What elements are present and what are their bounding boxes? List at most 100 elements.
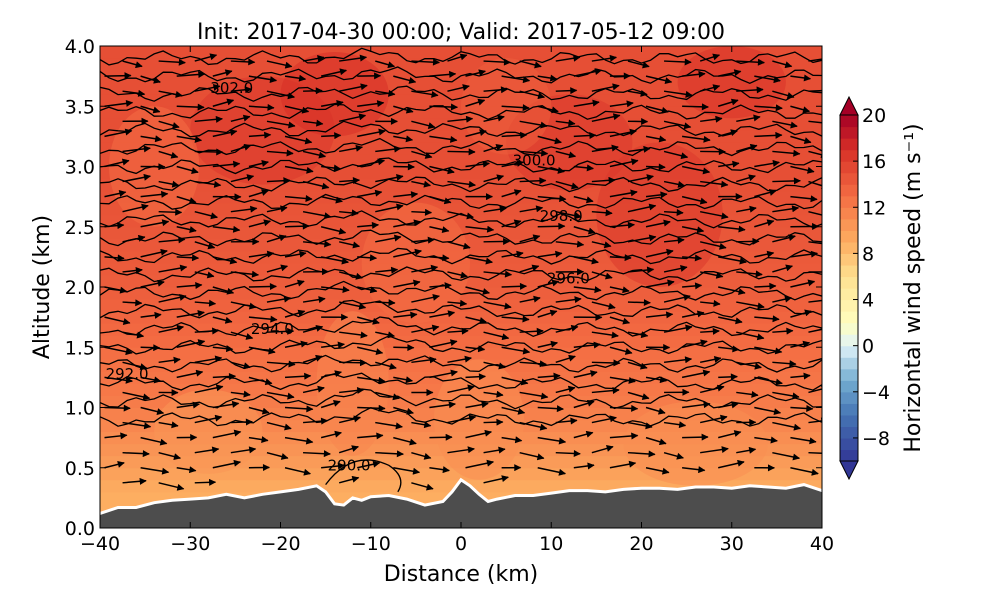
wind-vector <box>682 135 711 143</box>
wind-vector <box>393 279 421 288</box>
wind-vector <box>718 401 739 409</box>
wind-vector <box>447 115 474 123</box>
wind-vector <box>465 160 491 168</box>
wind-vector <box>194 355 223 364</box>
wind-vector <box>357 254 378 262</box>
wind-vector <box>645 376 668 384</box>
theta-contours <box>100 47 822 493</box>
colorbar-segment <box>840 138 858 151</box>
wind-vector <box>393 105 414 114</box>
wind-vector <box>772 391 800 400</box>
wind-vector <box>194 53 218 62</box>
wind-vector <box>122 361 148 371</box>
wind-vector <box>447 84 470 92</box>
wind-vector <box>736 143 758 153</box>
colorbar-tick-label: −4 <box>862 382 890 404</box>
speed-variation <box>280 52 389 137</box>
wind-vector <box>501 104 530 112</box>
wind-vector <box>375 299 396 307</box>
wind-vector <box>447 210 474 220</box>
wind-vector <box>682 401 711 409</box>
wind-vector <box>465 401 489 409</box>
wind-vector <box>176 369 204 379</box>
wind-vector <box>375 450 404 458</box>
wind-vector <box>230 418 253 426</box>
wind-vector <box>682 254 703 262</box>
speed-variation <box>154 389 263 474</box>
colorbar-segment <box>840 357 858 370</box>
wind-vector <box>357 128 386 138</box>
wind-vector <box>411 120 436 130</box>
wind-vector <box>700 414 728 424</box>
wind-vector <box>248 75 278 83</box>
wind-vector <box>736 86 764 94</box>
colorbar-segment <box>840 403 858 416</box>
wind-vector <box>573 370 598 379</box>
wind-vector <box>339 177 361 185</box>
contour-label: 298.0 <box>540 207 583 225</box>
wind-vector <box>645 467 670 475</box>
wind-vector <box>411 421 432 429</box>
wind-vector <box>519 327 544 335</box>
wind-vector <box>284 222 310 230</box>
wind-vector <box>194 83 221 92</box>
wind-vector <box>393 219 421 228</box>
wind-vector <box>194 148 224 156</box>
wind-vector <box>122 234 146 243</box>
wind-vector <box>501 159 524 168</box>
wind-vector <box>501 406 526 415</box>
wind-vector <box>700 180 729 188</box>
wind-vector <box>736 270 763 278</box>
wind-vector <box>682 466 706 474</box>
y-axis-label: Altitude (km) <box>30 215 55 359</box>
wind-vector <box>772 264 793 273</box>
wind-vector <box>212 129 238 138</box>
wind-vector <box>230 174 255 183</box>
wind-vector <box>808 417 822 425</box>
wind-vector <box>212 400 240 409</box>
wind-vector <box>754 250 775 258</box>
wind-vector <box>664 208 684 216</box>
wind-vector <box>339 83 368 92</box>
wind-vector <box>212 160 241 168</box>
wind-vector <box>122 477 147 485</box>
wind-vector <box>158 90 183 98</box>
wind-vector <box>212 256 238 265</box>
colorbar-segment <box>840 126 858 139</box>
wind-vector <box>447 148 476 156</box>
wind-vector <box>339 301 367 310</box>
wind-vector <box>447 384 475 394</box>
wind-vector <box>357 189 383 198</box>
wind-vector <box>717 98 739 107</box>
wind-vector <box>700 446 729 454</box>
wind-vector <box>573 99 600 107</box>
wind-vector <box>736 446 757 454</box>
colorbar-tick-label: 16 <box>862 151 886 173</box>
wind-vector <box>790 250 819 258</box>
colorbar: −8 −4 0 4 8 12 16 20 <box>839 95 890 481</box>
wind-vector <box>754 282 777 290</box>
wind-vector <box>140 344 161 352</box>
wind-vector <box>393 311 418 319</box>
colorbar-segment <box>840 172 858 185</box>
wind-vector <box>591 387 620 395</box>
colorbar-segment <box>840 230 858 243</box>
wind-vector <box>772 327 794 335</box>
wind-vector <box>537 405 564 413</box>
wind-vector <box>627 60 650 69</box>
colorbar-segment <box>840 115 858 128</box>
wind-vector <box>718 459 745 469</box>
wind-vector <box>411 482 434 491</box>
wind-vector <box>194 478 217 486</box>
wind-vector <box>230 446 257 454</box>
wind-vector <box>483 418 504 426</box>
wind-vector <box>808 210 822 216</box>
wind-vector <box>645 135 667 143</box>
wind-vector <box>681 369 711 379</box>
wind-vector <box>519 149 549 157</box>
colorbar-segment <box>840 218 858 231</box>
wind-vector <box>266 451 289 460</box>
wind-vector <box>609 376 636 384</box>
wind-vector <box>266 360 296 368</box>
wind-vector <box>393 436 417 446</box>
